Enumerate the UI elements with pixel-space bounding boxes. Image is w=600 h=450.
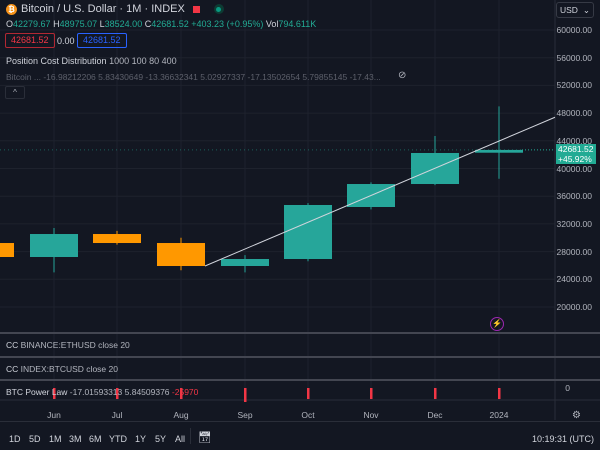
timeframe-ytd[interactable]: YTD bbox=[109, 434, 127, 444]
time-tick: Sep bbox=[237, 410, 253, 420]
price-tick: 52000.00 bbox=[556, 80, 592, 91]
calendar-goto-icon[interactable]: 📅︎ bbox=[198, 432, 212, 444]
pane-power-law[interactable]: BTC Power Law -17.01593313 5.84509376 -2… bbox=[6, 387, 199, 397]
candle-body bbox=[93, 234, 141, 244]
settings-gear-icon[interactable]: ⚙ bbox=[572, 410, 581, 421]
symbol-title[interactable]: ₿ Bitcoin / U.S. Dollar · 1M · INDEX bbox=[6, 3, 224, 15]
spread: 0.00 bbox=[57, 36, 75, 46]
pane-btc-cc[interactable]: CC INDEX:BTCUSD close 20 bbox=[6, 364, 118, 374]
power-law-bar bbox=[116, 388, 119, 399]
price-tick: 48000.00 bbox=[556, 108, 592, 119]
power-law-bar bbox=[434, 388, 437, 399]
sell-button[interactable]: 42681.52 bbox=[5, 33, 55, 48]
ohlc-values: O42279.67 H48975.07 L38524.00 C42681.52 … bbox=[6, 19, 317, 29]
timeframe-1y[interactable]: 1Y bbox=[135, 434, 147, 444]
time-tick: Jun bbox=[47, 410, 61, 420]
price-tick: 32000.00 bbox=[556, 218, 592, 229]
time-tick: Aug bbox=[173, 410, 189, 420]
market-status-icon bbox=[213, 4, 224, 14]
power-law-bar bbox=[53, 388, 56, 399]
timeframe-6m[interactable]: 6M bbox=[89, 434, 102, 444]
price-tick: 24000.00 bbox=[556, 274, 592, 285]
last-price-label: 42681.52 +45.92% bbox=[556, 144, 596, 164]
power-law-bar bbox=[244, 388, 247, 402]
time-tick: 2024 bbox=[489, 410, 509, 420]
time-tick: Nov bbox=[363, 410, 379, 420]
timeframe-1m[interactable]: 1M bbox=[49, 434, 62, 444]
power-law-axis-zero: 0 bbox=[565, 383, 570, 393]
power-law-bar bbox=[307, 388, 310, 399]
time-tick: Oct bbox=[301, 410, 315, 420]
buy-button[interactable]: 42681.52 bbox=[77, 33, 127, 48]
symbol-name[interactable]: Bitcoin / U.S. Dollar · 1M · INDEX bbox=[21, 3, 185, 15]
price-tick: 40000.00 bbox=[556, 163, 592, 174]
trend-line bbox=[204, 116, 556, 267]
candle-body bbox=[157, 243, 205, 267]
candle-body bbox=[475, 149, 523, 153]
lightning-icon[interactable]: ⚡ bbox=[490, 317, 504, 331]
timeframe-5y[interactable]: 5Y bbox=[155, 434, 167, 444]
candle-body bbox=[0, 243, 14, 258]
candle-body bbox=[30, 234, 78, 258]
timeframe-3m[interactable]: 3M bbox=[69, 434, 82, 444]
timeframe-1d[interactable]: 1D bbox=[9, 434, 21, 444]
time-tick: Dec bbox=[427, 410, 443, 420]
price-tick: 56000.00 bbox=[556, 52, 592, 63]
flag-icon[interactable] bbox=[192, 5, 200, 13]
power-law-bar bbox=[498, 388, 501, 399]
bitcoin-icon: ₿ bbox=[6, 3, 17, 15]
currency-select[interactable]: USD ⌄ bbox=[556, 2, 594, 18]
timeframe-all[interactable]: All bbox=[175, 434, 186, 444]
time-tick: Jul bbox=[111, 410, 123, 420]
price-tick: 60000.00 bbox=[556, 25, 592, 35]
collapse-legend-button[interactable]: ^ bbox=[5, 86, 25, 99]
price-tick: 36000.00 bbox=[556, 191, 592, 202]
timeframe-5d[interactable]: 5D bbox=[29, 434, 41, 444]
price-tick: 28000.00 bbox=[556, 246, 592, 257]
indicator-bitcoin[interactable]: Bitcoin ... -16.98212206 5.83430649 -13.… bbox=[6, 72, 381, 82]
power-law-bar bbox=[180, 388, 183, 399]
price-tick: 44000.00 bbox=[556, 135, 592, 146]
price-tick: 20000.00 bbox=[556, 302, 592, 312]
clock[interactable]: 10:19:31 (UTC) bbox=[531, 434, 594, 444]
candle-body bbox=[221, 259, 269, 267]
indicator-pcd[interactable]: Position Cost Distribution 1000 100 80 4… bbox=[6, 56, 177, 66]
hidden-eye-icon[interactable]: ⊘ bbox=[398, 70, 407, 81]
candle-body bbox=[284, 204, 332, 260]
power-law-bar bbox=[370, 388, 373, 399]
pane-eth-cc[interactable]: CC BINANCE:ETHUSD close 20 bbox=[6, 340, 130, 350]
